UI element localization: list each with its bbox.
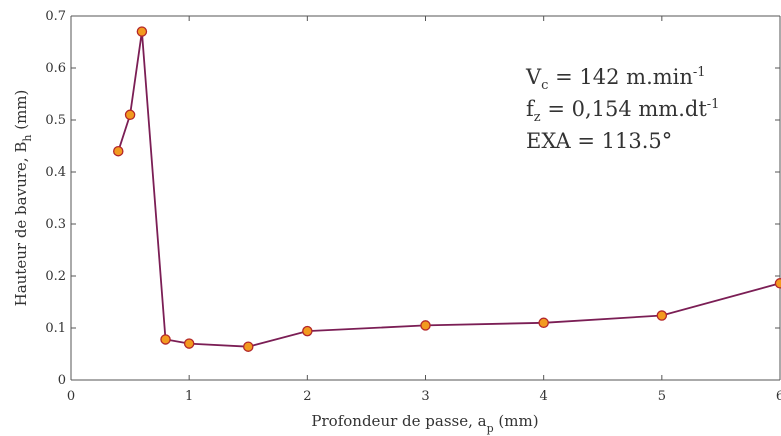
- data-point: [242, 341, 254, 352]
- x-tick-label: 6: [776, 389, 781, 404]
- x-tick-label: 2: [303, 389, 311, 404]
- data-point: [420, 320, 431, 331]
- data-point: [656, 310, 668, 321]
- x-tick-label: 0: [67, 389, 75, 404]
- annotation-exit-angle: EXA = 113.5°: [526, 129, 672, 153]
- y-tick-label: 0.4: [45, 165, 66, 180]
- y-axis-title: Hauteur de bavure, Bh (mm): [12, 90, 34, 307]
- data-point: [302, 325, 313, 337]
- annotation-cutting-speed: Vc = 142 m.min-1: [525, 65, 706, 93]
- y-tick-label: 0: [58, 373, 66, 388]
- data-point: [136, 26, 148, 37]
- y-tick-label: 0.7: [45, 9, 66, 24]
- data-series: [113, 26, 781, 352]
- x-tick-label: 5: [658, 389, 666, 404]
- x-tick-label: 4: [540, 389, 548, 404]
- data-point: [774, 278, 781, 289]
- tick-labels: 0 1 2 3 4 5 6 0 0.1 0.2 0.3 0.4 0.5 0.6 0.7: [45, 9, 781, 404]
- y-tick-label: 0.1: [45, 321, 66, 336]
- axes: [70, 15, 781, 381]
- y-tick-label: 0.3: [45, 217, 66, 232]
- data-point: [538, 317, 549, 329]
- data-point: [124, 109, 136, 121]
- data-point: [113, 145, 124, 157]
- annotation-feed-per-tooth: fz = 0,154 mm.dt-1: [526, 97, 719, 125]
- x-axis-title: Profondeur de passe, ap (mm): [311, 412, 538, 435]
- data-point: [160, 334, 171, 345]
- y-tick-label: 0.5: [45, 113, 66, 128]
- x-tick-label: 3: [421, 389, 429, 404]
- x-tick-label: 1: [185, 389, 193, 404]
- data-point: [183, 338, 195, 349]
- y-tick-label: 0.6: [45, 61, 66, 76]
- parameter-annotation: Vc = 142 m.min-1 fz = 0,154 mm.dt-1 EXA …: [525, 65, 719, 153]
- y-tick-label: 0.2: [45, 269, 66, 284]
